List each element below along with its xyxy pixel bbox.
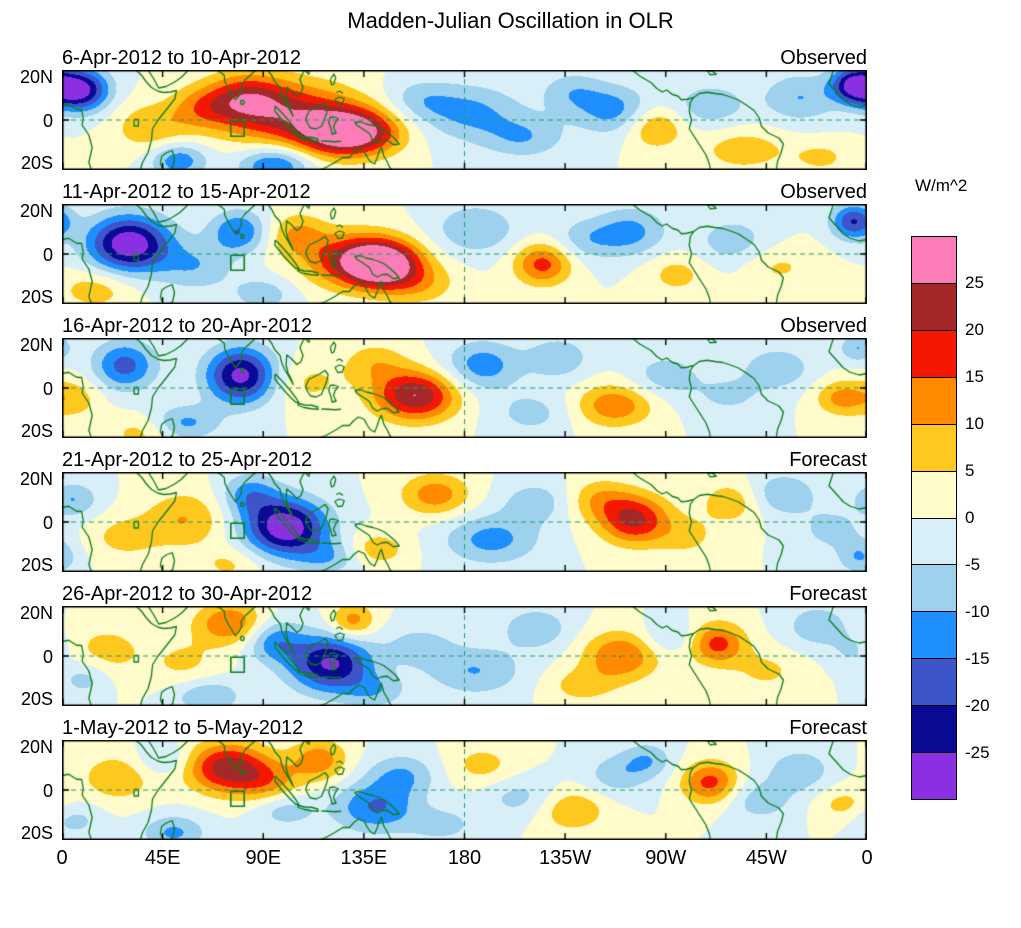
y-axis-labels: 20N 0 20S [0, 469, 62, 575]
panel-map-canvas [62, 70, 867, 170]
panel-6: 1-May-2012 to 5-May-2012 Forecast 20N 0 … [0, 706, 867, 843]
panel-tag: Observed [780, 315, 867, 337]
y-tick-label: 20N [19, 335, 53, 355]
panel-tag: Forecast [789, 583, 867, 605]
colorbar-tick-label: 25 [965, 273, 984, 292]
y-tick-label: 20S [20, 287, 53, 307]
colorbar-segment [912, 705, 956, 753]
page-title: Madden-Julian Oscillation in OLR [347, 8, 674, 33]
y-tick-label: 0 [42, 647, 53, 667]
panel-4: 21-Apr-2012 to 25-Apr-2012 Forecast 20N … [0, 438, 867, 575]
colorbar-segment [912, 611, 956, 659]
colorbar-segment [912, 329, 956, 377]
x-axis-labels: 0 45E 90E 135E 180 135W 90W 45W 0 [56, 840, 872, 874]
colorbar-tick-label: 20 [965, 320, 984, 339]
colorbar [911, 236, 957, 800]
y-tick-label: 20N [19, 201, 53, 221]
panel-map-canvas [62, 740, 867, 840]
colorbar-tick-label: 15 [965, 367, 984, 386]
figure: 6-Apr-2012 to 10-Apr-2012 Observed 20N 0… [0, 36, 1021, 874]
colorbar-segment [912, 376, 956, 424]
x-tick-label: 0 [56, 847, 68, 869]
panel-title: 1-May-2012 to 5-May-2012 [62, 717, 304, 739]
panel-title: 6-Apr-2012 to 10-Apr-2012 [62, 47, 302, 69]
x-tick-label: 45W [745, 847, 787, 869]
y-tick-label: 20S [20, 421, 53, 441]
y-tick-label: 0 [42, 781, 53, 801]
panel-title: 11-Apr-2012 to 15-Apr-2012 [62, 181, 311, 203]
y-tick-label: 20S [20, 689, 53, 709]
panel-title: 16-Apr-2012 to 20-Apr-2012 [62, 315, 313, 337]
panel-title: 21-Apr-2012 to 25-Apr-2012 [62, 449, 313, 471]
panel-map-canvas [62, 606, 867, 706]
y-tick-label: 20S [20, 823, 53, 843]
colorbar-segment [912, 517, 956, 565]
y-axis-labels: 20N 0 20S [0, 201, 62, 307]
x-tick-label: 135W [539, 847, 592, 869]
colorbar-tick-label: -10 [965, 602, 990, 621]
x-tick-label: 45E [144, 847, 181, 869]
colorbar-column: W/m^2 25 20 15 10 5 0 -5 -10 -15 -20 -25 [867, 36, 1021, 874]
y-tick-label: 0 [42, 245, 53, 265]
panel-tag: Forecast [789, 717, 867, 739]
x-tick-label: 0 [861, 847, 873, 869]
y-tick-label: 20N [19, 67, 53, 87]
colorbar-segment [912, 423, 956, 471]
panel-tag: Observed [780, 181, 867, 203]
y-tick-label: 20N [19, 469, 53, 489]
y-tick-label: 20S [20, 153, 53, 173]
x-tick-label: 180 [447, 847, 482, 869]
x-tick-label: 135E [340, 847, 388, 869]
y-tick-label: 20N [19, 603, 53, 623]
colorbar-ticks: 25 20 15 10 5 0 -5 -10 -15 -20 -25 [965, 236, 1017, 800]
colorbar-segment [912, 282, 956, 330]
y-tick-label: 0 [42, 513, 53, 533]
panel-column: 6-Apr-2012 to 10-Apr-2012 Observed 20N 0… [0, 36, 873, 874]
y-tick-label: 0 [42, 111, 53, 131]
colorbar-segment [912, 470, 956, 518]
colorbar-segment [912, 564, 956, 612]
panel-title: 26-Apr-2012 to 30-Apr-2012 [62, 583, 313, 605]
y-tick-label: 20N [19, 737, 53, 757]
panel-tag: Observed [780, 47, 867, 69]
colorbar-tick-label: -15 [965, 649, 990, 668]
colorbar-tick-label: -5 [965, 555, 981, 574]
colorbar-tick-label: 10 [965, 414, 984, 433]
colorbar-tick-label: -25 [965, 743, 990, 762]
panel-tag: Forecast [789, 449, 867, 471]
colorbar-tick-label: 0 [965, 508, 975, 527]
y-axis-labels: 20N 0 20S [0, 737, 62, 843]
y-tick-label: 0 [42, 379, 53, 399]
panel-map-canvas [62, 204, 867, 304]
colorbar-segment [912, 237, 956, 283]
panel-5: 26-Apr-2012 to 30-Apr-2012 Forecast 20N … [0, 572, 867, 709]
x-tick-label: 90W [645, 847, 687, 869]
y-axis-labels: 20N 0 20S [0, 67, 62, 173]
y-axis-labels: 20N 0 20S [0, 603, 62, 709]
x-tick-label: 90E [245, 847, 282, 869]
panel-2: 11-Apr-2012 to 15-Apr-2012 Observed 20N … [0, 170, 867, 307]
panel-1: 6-Apr-2012 to 10-Apr-2012 Observed 20N 0… [0, 36, 867, 173]
colorbar-unit-label: W/m^2 [915, 176, 968, 195]
y-tick-label: 20S [20, 555, 53, 575]
panel-3: 16-Apr-2012 to 20-Apr-2012 Observed 20N … [0, 304, 867, 441]
panel-map-canvas [62, 338, 867, 438]
colorbar-segment [912, 658, 956, 706]
panel-map-canvas [62, 472, 867, 572]
colorbar-tick-label: 5 [965, 461, 975, 480]
colorbar-segment [912, 752, 956, 800]
y-axis-labels: 20N 0 20S [0, 335, 62, 441]
colorbar-tick-label: -20 [965, 696, 990, 715]
